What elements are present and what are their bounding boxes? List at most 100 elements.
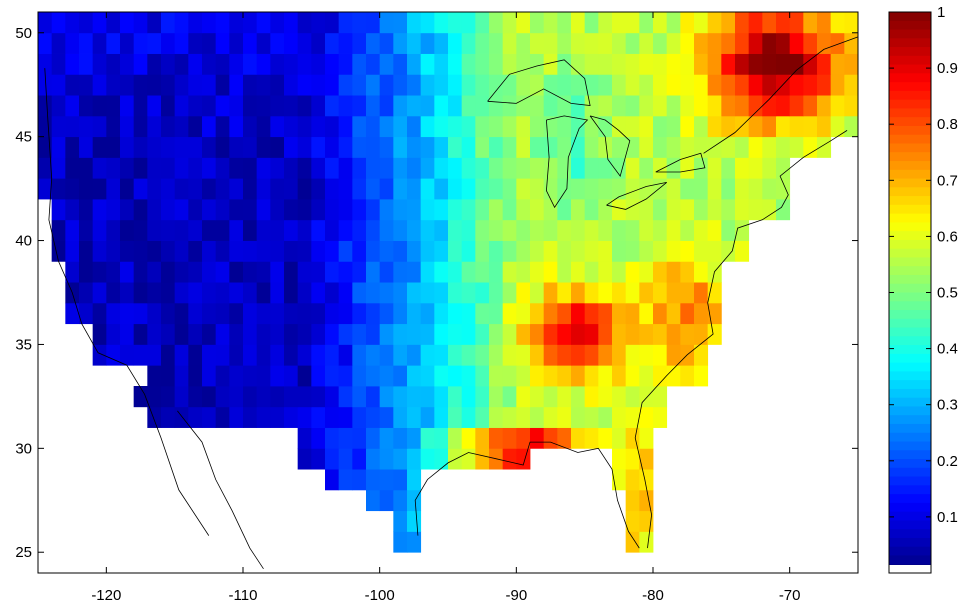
heatmap-cell [270,261,285,283]
heatmap-cell [612,240,627,262]
heatmap-cell [420,365,435,387]
heatmap-cell [270,32,285,54]
heatmap-cell [557,427,572,449]
heatmap-cell [79,95,94,117]
heatmap-cell [256,261,271,283]
heatmap-cell [161,386,176,408]
heatmap-cell [707,240,722,262]
heatmap-cell [270,157,285,179]
heatmap-cell [243,365,258,387]
heatmap-cell [571,136,586,158]
heatmap-cell [379,427,394,449]
heatmap-cell [557,240,572,262]
heatmap-cell [639,489,654,512]
heatmap-cell [366,489,381,512]
colorbar-segment [889,292,931,302]
heatmap-cell [584,386,599,408]
heatmap-cell [243,178,258,200]
colorbar-segment [889,555,931,565]
heatmap-cell [803,136,818,158]
heatmap-cell [407,199,422,221]
heatmap-cell [352,469,367,491]
heatmap-cell [625,95,640,117]
heatmap-cell [65,115,80,138]
colorbar-tick-label: 0.7 [937,172,958,189]
heatmap-cell [694,115,709,138]
heatmap-cell [543,178,558,200]
heatmap-cell [133,12,148,34]
heatmap-cell [256,302,271,325]
heatmap-cell [639,136,654,158]
heatmap-cell [51,115,66,138]
heatmap-cell [65,157,80,179]
heatmap-cell [557,323,572,345]
heatmap-cell [653,386,668,408]
heatmap-cell [475,74,490,96]
heatmap-cell [352,344,367,366]
heatmap-cell [530,261,545,283]
heatmap-cell [639,219,654,241]
heatmap-cell [51,95,66,117]
heatmap-cell [161,74,176,96]
heatmap-cell [666,365,681,387]
heatmap-cell [174,261,189,283]
heatmap-cell [776,53,791,75]
heatmap-cell [475,344,490,366]
y-axis-ticks: 25 30 35 40 45 50 [15,25,858,561]
heatmap-cell [721,115,736,138]
heatmap-cell [803,74,818,96]
heatmap-cell [489,240,504,262]
heatmap-cell [680,32,695,54]
heatmap-cell [393,240,408,262]
heatmap-cell [106,199,121,221]
heatmap-cell [694,323,709,345]
heatmap-cell [694,95,709,117]
heatmap-cell [420,240,435,262]
heatmap-cell [584,323,599,345]
heatmap-cell [543,157,558,179]
heatmap-cell [557,32,572,54]
heatmap-cell [530,12,545,34]
heatmap-cell [748,115,763,138]
heatmap-cell [284,219,299,241]
heatmap-cell [297,365,312,387]
heatmap-cell [366,178,381,200]
heatmap-cell [147,74,162,96]
y-tick-label: 35 [15,336,32,353]
heatmap-cell [393,386,408,408]
colorbar-segment [889,29,931,39]
heatmap-cell [653,32,668,54]
coastline-path [606,182,667,210]
heatmap-cell [612,178,627,200]
heatmap-cell [256,199,271,221]
heatmap-cell [297,53,312,75]
heatmap-cell [762,115,777,138]
heatmap-cell [434,386,449,408]
heatmap-cell [106,157,121,179]
heatmap-cell [571,344,586,366]
colorbar-segment [889,257,931,267]
heatmap-cell [256,406,271,428]
heatmap-cell [366,427,381,449]
heatmap-cell [776,178,791,200]
heatmap-cell [174,199,189,221]
heatmap-cell [270,199,285,221]
heatmap-cell [379,95,394,117]
heatmap-cell [379,489,394,512]
colorbar-segment [889,380,931,390]
heatmap-cell [325,240,340,262]
heatmap-cell [120,261,135,283]
heatmap-cell [366,282,381,304]
heatmap-cell [120,32,135,54]
heatmap-cell [516,406,531,428]
heatmap-cell [571,12,586,34]
heatmap-cell [461,282,476,304]
heatmap-cell [161,365,176,387]
heatmap-cell [735,12,750,34]
heatmap-cell [407,323,422,345]
colorbar: 0.1 0.2 0.3 0.4 0.5 0.6 0.7 0.8 0.9 1 [888,4,958,574]
heatmap-cell [461,12,476,34]
heatmap-cell [297,323,312,345]
heatmap-cell [133,282,148,304]
heatmap-cell [120,74,135,96]
